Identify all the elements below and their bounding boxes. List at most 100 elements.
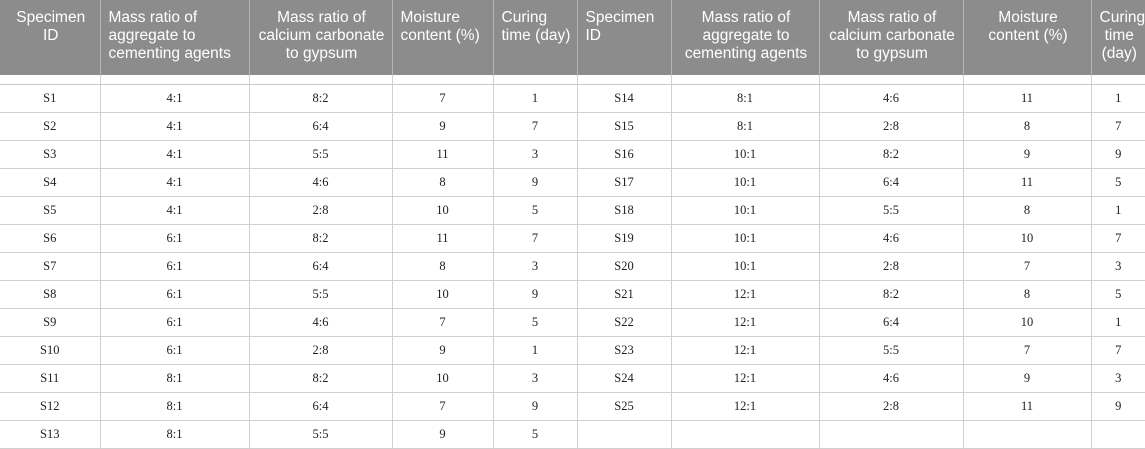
table-cell: 6:1 [100, 224, 250, 253]
table-cell: 8:1 [100, 420, 250, 449]
table-row: S12 8:1 6:4 7 9 S25 12:1 2:8 11 9 [0, 392, 1145, 421]
table-cell: S20 [577, 252, 672, 281]
header-moisture-content: Moisture content (%) [392, 0, 494, 75]
table-cell: S18 [577, 196, 672, 225]
table-cell: 6:4 [249, 392, 393, 421]
table-cell: 10:1 [671, 252, 820, 281]
table-cell: 3 [493, 364, 578, 393]
table-cell: 8:1 [671, 112, 820, 141]
table-cell: 5 [493, 196, 578, 225]
table-cell: 8:2 [249, 83, 393, 113]
table-cell: S21 [577, 280, 672, 309]
table-cell: 5 [1091, 168, 1145, 197]
header-row: Specimen ID Mass ratio of aggregate to c… [0, 0, 1145, 75]
table-cell: 3 [493, 140, 578, 169]
table-cell: 7 [493, 112, 578, 141]
table-cell: 4:1 [100, 196, 250, 225]
table-cell: S10 [0, 336, 101, 365]
table-cell: 1 [1091, 196, 1145, 225]
header-curing-time: Curing time (day) [1091, 0, 1145, 75]
table-cell: 8:2 [819, 140, 964, 169]
table-cell: 6:1 [100, 308, 250, 337]
table-cell: 5:5 [249, 420, 393, 449]
table-cell: S2 [0, 112, 101, 141]
table-cell: 10 [392, 196, 494, 225]
table-cell: 8 [963, 112, 1092, 141]
table-cell: 10 [392, 280, 494, 309]
table-cell: 4:6 [249, 308, 393, 337]
table-cell: 5 [493, 308, 578, 337]
table-body: S1 4:1 8:2 7 1 S14 8:1 4:6 11 1 S2 4:1 6:4 9 7 S15 8:1 2:… [0, 75, 1145, 449]
table-cell: 4:6 [819, 364, 964, 393]
table-cell: 11 [963, 392, 1092, 421]
table-cell: 4:1 [100, 140, 250, 169]
table-cell: 10:1 [671, 168, 820, 197]
header-aggregate-ratio: Mass ratio of aggregate to cementing age… [100, 0, 250, 75]
table-cell: S11 [0, 364, 101, 393]
table-cell: 3 [493, 252, 578, 281]
table-cell: S15 [577, 112, 672, 141]
table-cell [819, 420, 964, 449]
table-cell: S8 [0, 280, 101, 309]
table-cell: 10:1 [671, 224, 820, 253]
table-cell: 8:1 [100, 364, 250, 393]
table-cell: S1 [0, 83, 101, 113]
table-cell: 7 [963, 336, 1092, 365]
table-cell: 2:8 [819, 112, 964, 141]
table-cell: 7 [1091, 112, 1145, 141]
table-cell: 6:1 [100, 252, 250, 281]
table-cell: 8:2 [249, 224, 393, 253]
table-cell: 9 [392, 112, 494, 141]
table-cell: 4:6 [249, 168, 393, 197]
table-cell: S13 [0, 420, 101, 449]
table-cell: 11 [963, 83, 1092, 113]
table-cell: 3 [1091, 364, 1145, 393]
table-cell: 10 [963, 308, 1092, 337]
table-cell: S5 [0, 196, 101, 225]
table-row: S10 6:1 2:8 9 1 S23 12:1 5:5 7 7 [0, 336, 1145, 365]
table-cell: 10 [963, 224, 1092, 253]
table-cell: 9 [963, 364, 1092, 393]
table-cell [1091, 420, 1145, 449]
table-cell: S17 [577, 168, 672, 197]
table-cell: 12:1 [671, 364, 820, 393]
table-cell: 3 [1091, 252, 1145, 281]
table-row: S11 8:1 8:2 10 3 S24 12:1 4:6 9 3 [0, 364, 1145, 393]
header-carbonate-gypsum-ratio: Mass ratio of calcium carbonate to gypsu… [249, 0, 393, 75]
table-cell: 5:5 [819, 196, 964, 225]
table-row: S13 8:1 5:5 9 5 [0, 420, 1145, 449]
table-cell: 5:5 [249, 140, 393, 169]
table-cell: 6:4 [819, 308, 964, 337]
table-cell: 4:6 [819, 224, 964, 253]
table-cell: S19 [577, 224, 672, 253]
table-cell: 9 [493, 168, 578, 197]
table-cell [671, 420, 820, 449]
table-cell: 12:1 [671, 308, 820, 337]
table-cell: 6:4 [249, 112, 393, 141]
table-cell: 5 [1091, 280, 1145, 309]
table-cell: 7 [493, 224, 578, 253]
table-cell: 7 [392, 308, 494, 337]
table-cell: 8 [392, 252, 494, 281]
table-cell: 4:1 [100, 83, 250, 113]
table-cell: S7 [0, 252, 101, 281]
table-row: S5 4:1 2:8 10 5 S18 10:1 5:5 8 1 [0, 196, 1145, 225]
table-cell: 11 [392, 224, 494, 253]
table-cell: 5:5 [249, 280, 393, 309]
table-cell: 6:1 [100, 280, 250, 309]
table-cell: 1 [493, 83, 578, 113]
table-cell: 2:8 [819, 392, 964, 421]
header-specimen-id: Specimen ID [577, 0, 672, 75]
table-cell: S24 [577, 364, 672, 393]
table-cell: S22 [577, 308, 672, 337]
table-cell: 10 [392, 364, 494, 393]
table-row: S6 6:1 8:2 11 7 S19 10:1 4:6 10 7 [0, 224, 1145, 253]
table-row: S3 4:1 5:5 11 3 S16 10:1 8:2 9 9 [0, 140, 1145, 169]
table-row: S1 4:1 8:2 7 1 S14 8:1 4:6 11 1 [0, 83, 1145, 113]
table-row: S7 6:1 6:4 8 3 S20 10:1 2:8 7 3 [0, 252, 1145, 281]
table-cell: S3 [0, 140, 101, 169]
table-cell: 2:8 [249, 196, 393, 225]
header-specimen-id: Specimen ID [0, 0, 101, 75]
table-cell [577, 420, 672, 449]
